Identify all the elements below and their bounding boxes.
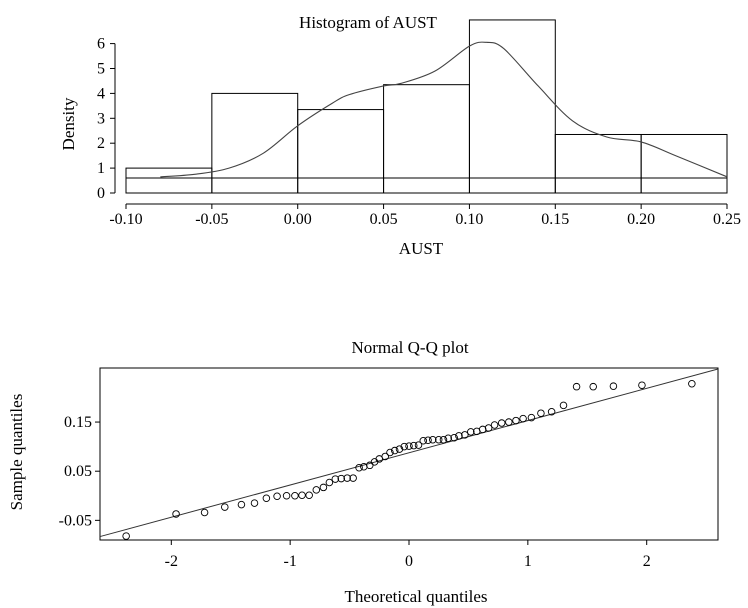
qq-point-32 (414, 441, 423, 449)
qq-point-14 (319, 483, 328, 492)
qq-point-20 (355, 464, 363, 472)
histogram-x-tick-label: 0.00 (284, 211, 312, 228)
qq-point-52 (537, 409, 545, 417)
qq-point-6 (250, 499, 259, 507)
histogram-y-tick-label: 6 (97, 36, 105, 53)
qq-point-11 (298, 491, 306, 500)
histogram-x-tick-label: 0.20 (627, 211, 655, 228)
qq-point-19 (349, 474, 357, 482)
qq-point-39 (450, 434, 458, 442)
density-curve-group (160, 41, 728, 178)
qq-point-36 (434, 435, 443, 444)
qq-point-49 (512, 416, 520, 425)
qq-point-12 (305, 491, 313, 500)
qq-point-10 (291, 492, 299, 500)
histogram-y-tick-label: 3 (97, 110, 105, 127)
qq-point-48 (505, 418, 513, 426)
histogram-y-tick-label: 1 (97, 160, 105, 177)
qq-point-9 (282, 492, 291, 500)
qq-point-3 (200, 508, 209, 517)
qq-point-13 (312, 486, 321, 494)
histogram-x-tick-label: 0.15 (541, 211, 569, 228)
qq-point-28 (395, 445, 404, 453)
qq-point-35 (429, 435, 437, 444)
qq-point-41 (461, 431, 469, 439)
qq-point-57 (609, 382, 618, 390)
qq-point-46 (490, 421, 499, 429)
qq-point-27 (390, 446, 399, 455)
qq-reference-line-group (99, 368, 719, 538)
qq-x-tick-label: -1 (283, 553, 296, 570)
histogram-y-tick-label: 5 (97, 61, 105, 78)
histogram-y-tick-label: 0 (97, 185, 105, 202)
qq-point-51 (527, 413, 536, 422)
histogram-x-axis-label: AUST (399, 239, 444, 258)
histogram-bars (125, 19, 728, 194)
histogram-y-tick-label: 4 (97, 85, 105, 102)
qq-reference-line (99, 368, 719, 538)
qq-point-56 (589, 382, 597, 391)
qq-x-tick-label: 1 (524, 553, 532, 570)
qq-point-59 (688, 379, 696, 388)
histogram-bar-6 (554, 133, 642, 194)
qq-point-30 (405, 442, 413, 450)
qq-y-axis-label: Sample quantiles (7, 394, 26, 511)
histogram-x-tick-label: 0.10 (455, 211, 483, 228)
histogram-x-tick-label: 0.25 (713, 211, 741, 228)
qq-point-25 (381, 452, 389, 461)
qq-point-4 (221, 503, 229, 511)
histogram-bar-5 (468, 19, 556, 194)
qq-plot-title: Normal Q-Q plot (351, 338, 468, 357)
qq-point-15 (325, 478, 334, 487)
qq-point-40 (455, 432, 463, 440)
histogram-x-tick-label: -0.05 (195, 211, 228, 228)
qq-point-58 (638, 381, 646, 389)
histogram-axes: 0 1 2 3 4 5 6 -0.10 -0.05 0.00 0.05 0.10 0.15 0.20 0.2… (97, 36, 741, 228)
qq-point-1 (122, 532, 130, 540)
qq-point-17 (337, 474, 346, 483)
qq-point-34 (424, 436, 432, 444)
qq-point-47 (497, 419, 506, 427)
qq-x-axis-label: Theoretical quantiles (344, 587, 487, 606)
qq-point-37 (439, 435, 448, 444)
histogram-bar-3 (297, 109, 385, 194)
qq-point-45 (484, 424, 493, 432)
qq-point-50 (519, 414, 527, 423)
qq-y-tick-label: 0.15 (64, 414, 92, 431)
qq-point-29 (400, 442, 408, 451)
qq-point-55 (572, 382, 581, 391)
qq-point-38 (444, 434, 452, 443)
histogram-x-tick-label: 0.05 (370, 211, 398, 228)
qq-point-42 (467, 428, 475, 436)
qq-point-7 (262, 494, 271, 502)
qq-points (122, 379, 696, 540)
qq-point-16 (331, 475, 340, 483)
density-curve (160, 41, 728, 178)
histogram-y-axis-label: Density (59, 97, 78, 150)
qq-point-2 (172, 510, 180, 518)
qq-axes: -0.05 0.05 0.15 -2 -1 0 1 2 (59, 414, 651, 570)
qq-point-54 (559, 401, 568, 410)
qq-point-5 (237, 500, 246, 509)
qq-x-tick-label: -2 (165, 553, 178, 570)
histogram-bar-7 (640, 133, 728, 194)
qq-point-53 (547, 407, 556, 416)
qq-y-tick-label: 0.05 (64, 463, 92, 480)
qq-y-tick-label: -0.05 (59, 512, 92, 529)
qq-point-8 (273, 492, 281, 501)
histogram-bar-1 (125, 167, 213, 194)
qq-point-33 (419, 436, 428, 445)
qq-point-18 (343, 474, 351, 482)
histogram-x-tick-label: -0.10 (109, 211, 142, 228)
qq-plot-chart: Normal Q-Q plot Theoretical quantiles Sa… (7, 338, 719, 606)
histogram-bar-4 (383, 84, 470, 194)
histogram-y-tick-label: 2 (97, 135, 105, 152)
histogram-chart: Histogram of AUST AUST Density 0 1 2 3 4 5 6 -0… (59, 13, 741, 258)
histogram-title: Histogram of AUST (299, 13, 438, 32)
qq-x-tick-label: 2 (643, 553, 651, 570)
qq-point-31 (410, 441, 418, 450)
qq-x-tick-label: 0 (405, 553, 413, 570)
qq-point-26 (386, 448, 394, 457)
